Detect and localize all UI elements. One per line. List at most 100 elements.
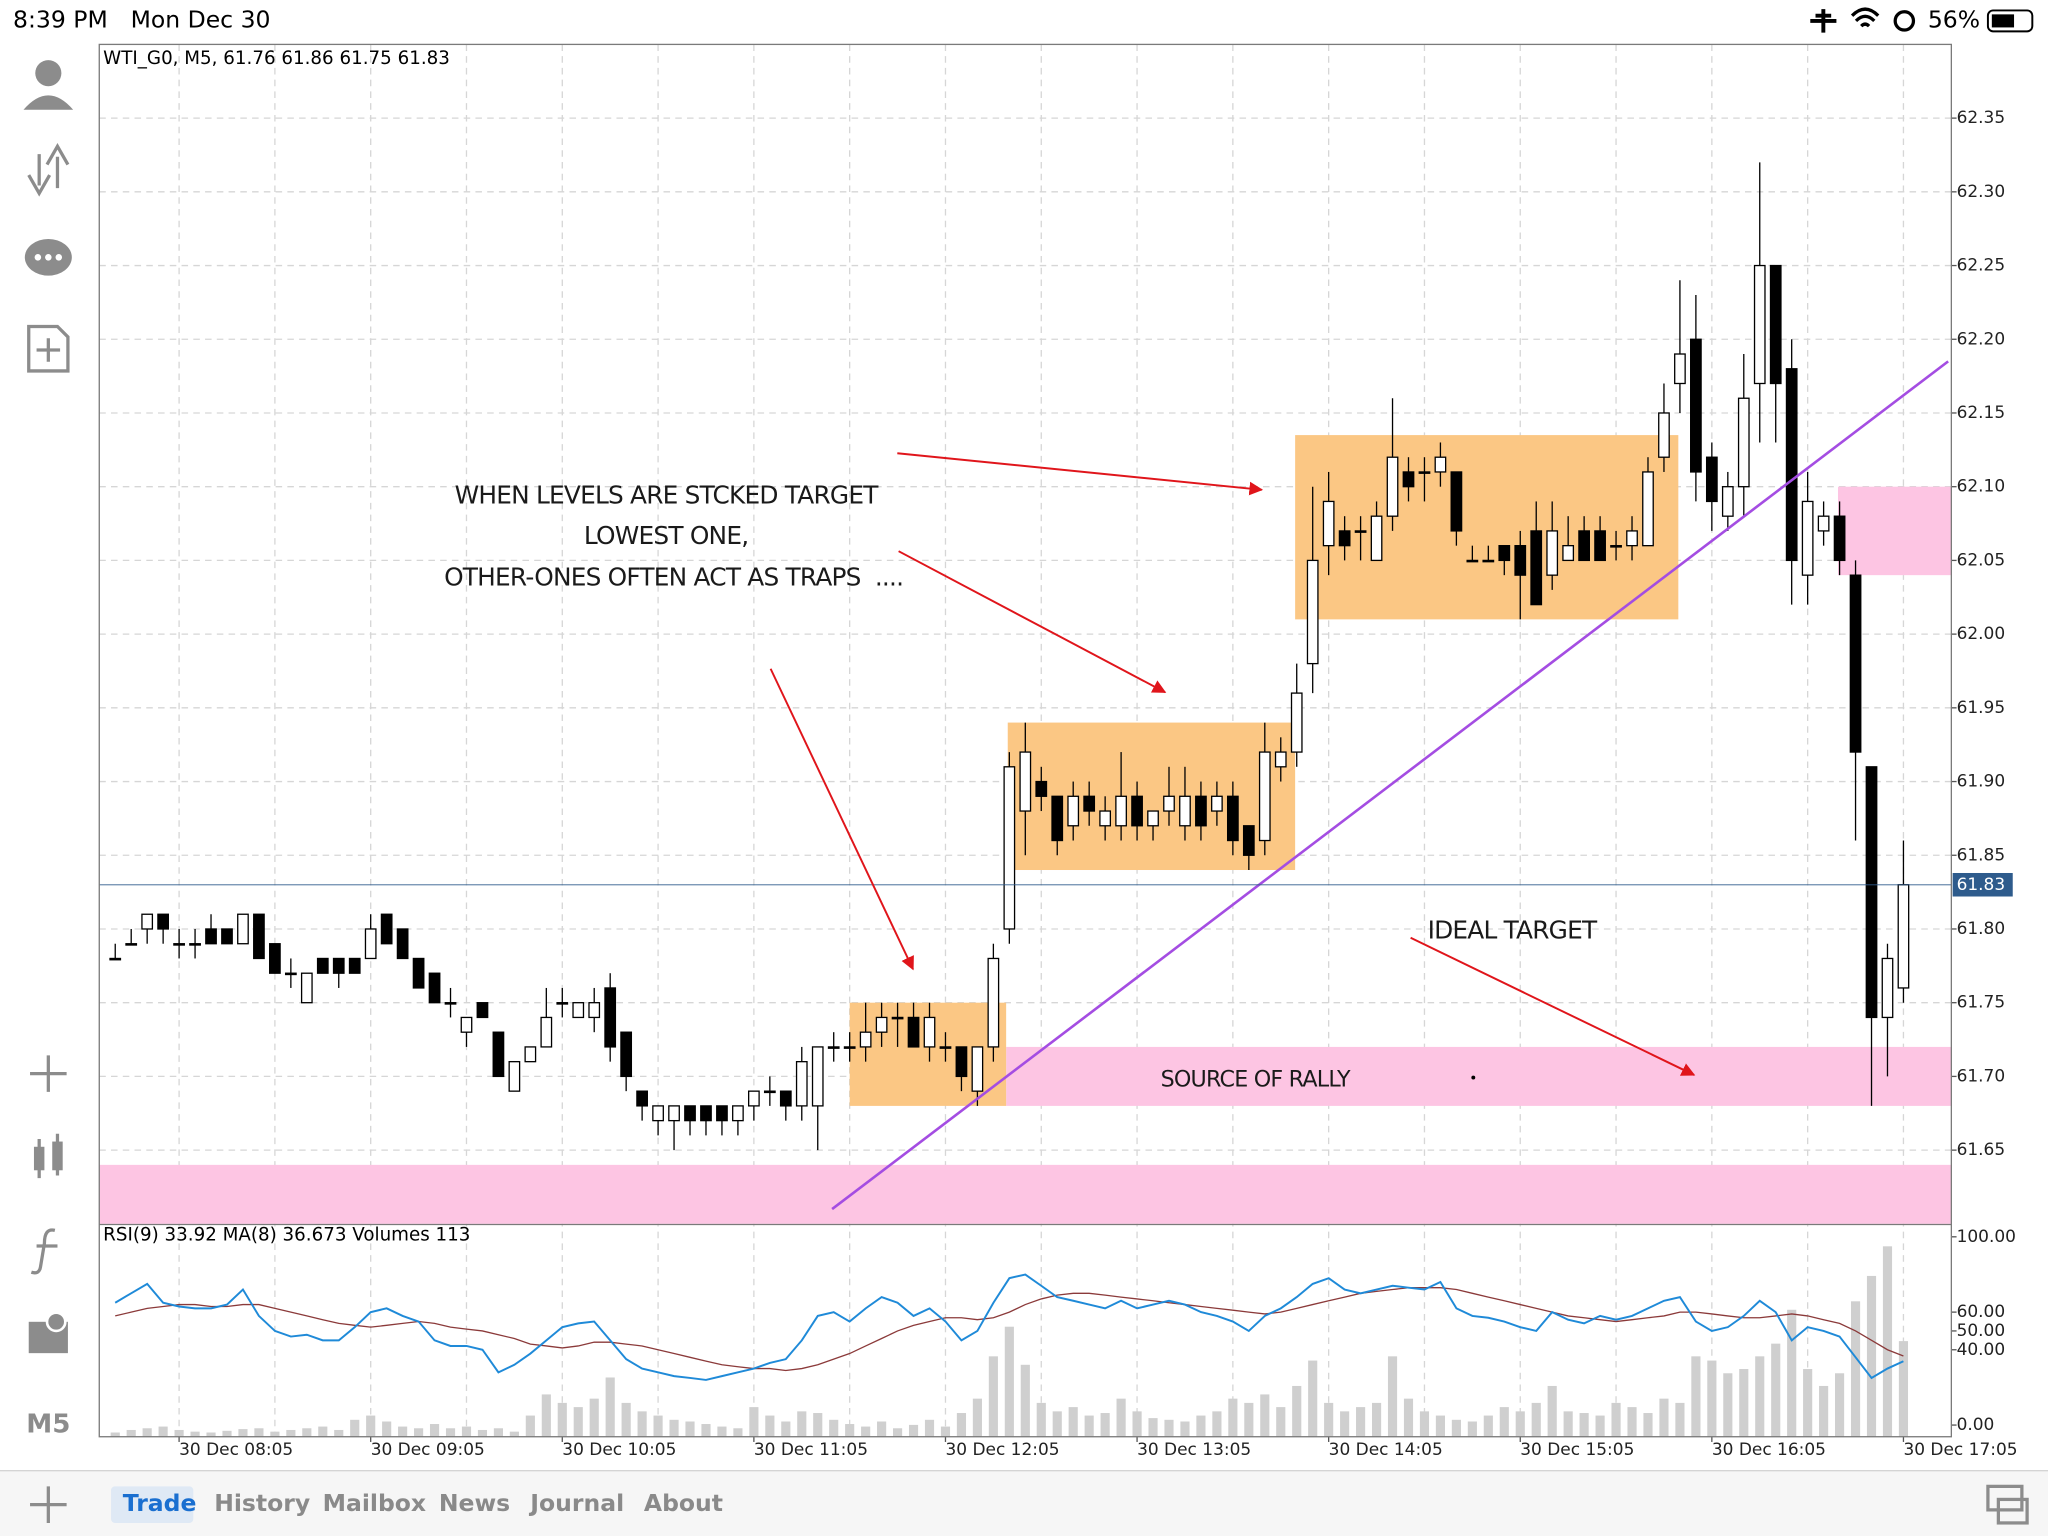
x-tick-label: 30 Dec 11:05 bbox=[754, 1440, 868, 1460]
volume-bar bbox=[1036, 1402, 1046, 1437]
candle-body bbox=[237, 913, 249, 945]
tab[interactable]: History bbox=[214, 1489, 310, 1517]
candle-body bbox=[284, 972, 297, 976]
tab[interactable]: News bbox=[439, 1489, 510, 1517]
candle-body bbox=[348, 957, 361, 974]
volume-bar bbox=[1308, 1360, 1318, 1437]
annotation-text: SOURCE OF RALLY bbox=[1161, 1067, 1351, 1093]
y-tick-label: 62.30 bbox=[1957, 182, 2006, 202]
candle-body bbox=[1769, 264, 1782, 385]
y-tick-label: 61.65 bbox=[1957, 1140, 2006, 1160]
trade-button[interactable] bbox=[27, 142, 70, 197]
volume-bar bbox=[573, 1407, 583, 1437]
y-tick-label: 62.20 bbox=[1957, 329, 2006, 349]
candle-body bbox=[604, 987, 617, 1048]
candle-body bbox=[1290, 692, 1303, 753]
chart-type-button[interactable] bbox=[33, 1133, 63, 1179]
candle-body bbox=[1721, 486, 1734, 517]
arrow bbox=[769, 668, 914, 971]
candle-body bbox=[1546, 530, 1559, 576]
candle-body bbox=[971, 1046, 984, 1092]
battery-icon bbox=[1986, 9, 2034, 33]
x-tick-label: 30 Dec 17:05 bbox=[1903, 1440, 2017, 1460]
x-tick-label: 30 Dec 16:05 bbox=[1712, 1440, 1826, 1460]
candle-body bbox=[1035, 780, 1048, 797]
volume-bar bbox=[717, 1426, 727, 1437]
volume-bar bbox=[1260, 1394, 1270, 1437]
account-button[interactable] bbox=[23, 60, 74, 110]
volume-bar bbox=[1627, 1407, 1637, 1437]
volume-bar bbox=[1755, 1356, 1765, 1437]
candle-body bbox=[875, 1016, 888, 1033]
volume-bar bbox=[1228, 1398, 1238, 1437]
candle-body bbox=[987, 957, 1000, 1048]
volume-bar bbox=[1547, 1385, 1557, 1437]
volume-bar bbox=[701, 1424, 711, 1437]
candle-body bbox=[157, 913, 170, 930]
candle-body bbox=[1817, 515, 1830, 532]
candle-body bbox=[859, 1031, 872, 1048]
chat-button[interactable] bbox=[24, 239, 72, 276]
volume-bar bbox=[605, 1377, 615, 1437]
volume-bar bbox=[302, 1428, 312, 1437]
x-tick-label: 30 Dec 13:05 bbox=[1137, 1440, 1251, 1460]
objects-button[interactable] bbox=[28, 1311, 68, 1354]
candle-body bbox=[332, 957, 345, 974]
y-tick-label: 40.00 bbox=[1957, 1340, 2006, 1360]
tab[interactable]: Mailbox bbox=[323, 1489, 426, 1517]
arrow bbox=[898, 550, 1167, 694]
volume-bar bbox=[493, 1428, 503, 1437]
y-tick-label: 62.25 bbox=[1957, 256, 2006, 276]
battery-percent: 56% bbox=[1928, 5, 1980, 33]
volume-bar bbox=[1643, 1413, 1653, 1437]
layout-button[interactable] bbox=[1986, 1484, 2029, 1525]
candle-body bbox=[795, 1061, 808, 1107]
volume-bar bbox=[1356, 1407, 1366, 1437]
candle-body bbox=[460, 1016, 473, 1033]
y-tick-label: 61.95 bbox=[1957, 698, 2006, 718]
annotation-text: OTHER-ONES OFTEN ACT AS TRAPS .... bbox=[444, 563, 903, 592]
candle-body bbox=[1386, 456, 1399, 517]
candle-body bbox=[1610, 545, 1622, 548]
tab[interactable]: Journal bbox=[528, 1489, 624, 1517]
timeframe-button[interactable]: M5 bbox=[26, 1409, 70, 1439]
candle-body bbox=[508, 1061, 521, 1092]
candle-body bbox=[748, 1090, 760, 1107]
candle-body bbox=[779, 1090, 792, 1107]
volume-bar bbox=[1515, 1411, 1525, 1437]
volume-bar bbox=[1898, 1341, 1909, 1437]
x-tick-label: 30 Dec 09:05 bbox=[371, 1440, 485, 1460]
volume-bar bbox=[1212, 1411, 1222, 1437]
indicator-title: RSI(9) 33.92 MA(8) 36.673 Volumes 113 bbox=[103, 1225, 470, 1246]
volume-bar bbox=[1739, 1369, 1749, 1437]
tab[interactable]: About bbox=[644, 1489, 723, 1517]
ma-line bbox=[115, 1287, 1904, 1372]
battery-level bbox=[1991, 14, 2015, 28]
candle-body bbox=[1562, 545, 1575, 562]
crosshair-button[interactable] bbox=[30, 1055, 67, 1092]
new-order-button[interactable] bbox=[27, 324, 70, 373]
volume-bar bbox=[733, 1428, 743, 1437]
candle-body bbox=[1482, 559, 1495, 563]
sidebar: M5 bbox=[23, 60, 74, 1439]
candle-body bbox=[1163, 795, 1175, 812]
candle-body bbox=[300, 972, 313, 1004]
price-zone bbox=[99, 1164, 1952, 1224]
indicators-button[interactable] bbox=[30, 1228, 58, 1275]
volume-bar bbox=[637, 1411, 647, 1437]
candle-body bbox=[1642, 471, 1654, 547]
volume-bar bbox=[669, 1419, 679, 1437]
candle-body bbox=[1466, 559, 1479, 563]
volume-bar bbox=[238, 1429, 248, 1437]
candle-body bbox=[444, 1002, 457, 1005]
candle-body bbox=[652, 1105, 664, 1122]
candle-body bbox=[636, 1090, 648, 1107]
candle-body bbox=[1785, 368, 1798, 562]
tab[interactable]: Trade bbox=[123, 1489, 197, 1517]
candle-body bbox=[205, 928, 217, 945]
candle-body bbox=[1402, 471, 1415, 488]
candle-body bbox=[396, 928, 409, 960]
volume-bar bbox=[1723, 1373, 1733, 1437]
add-button[interactable] bbox=[30, 1486, 67, 1523]
volume-bar bbox=[318, 1426, 328, 1437]
